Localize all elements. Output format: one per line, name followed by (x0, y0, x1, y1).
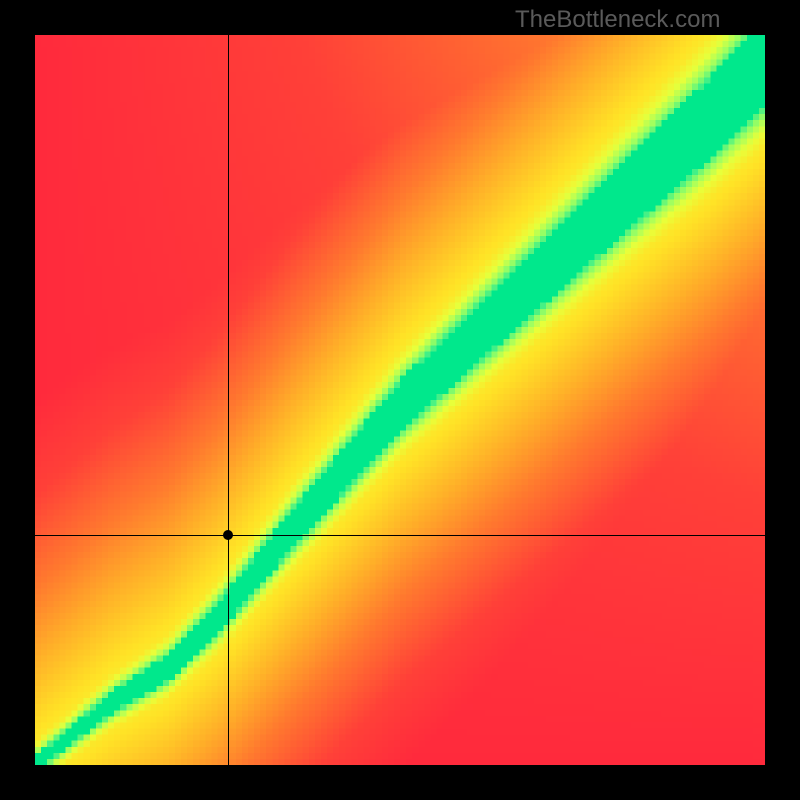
bottleneck-heatmap (35, 35, 765, 765)
crosshair-vertical (228, 35, 229, 765)
watermark-text: TheBottleneck.com (515, 6, 720, 34)
crosshair-horizontal (35, 535, 765, 536)
chart-container: TheBottleneck.com (0, 0, 800, 800)
